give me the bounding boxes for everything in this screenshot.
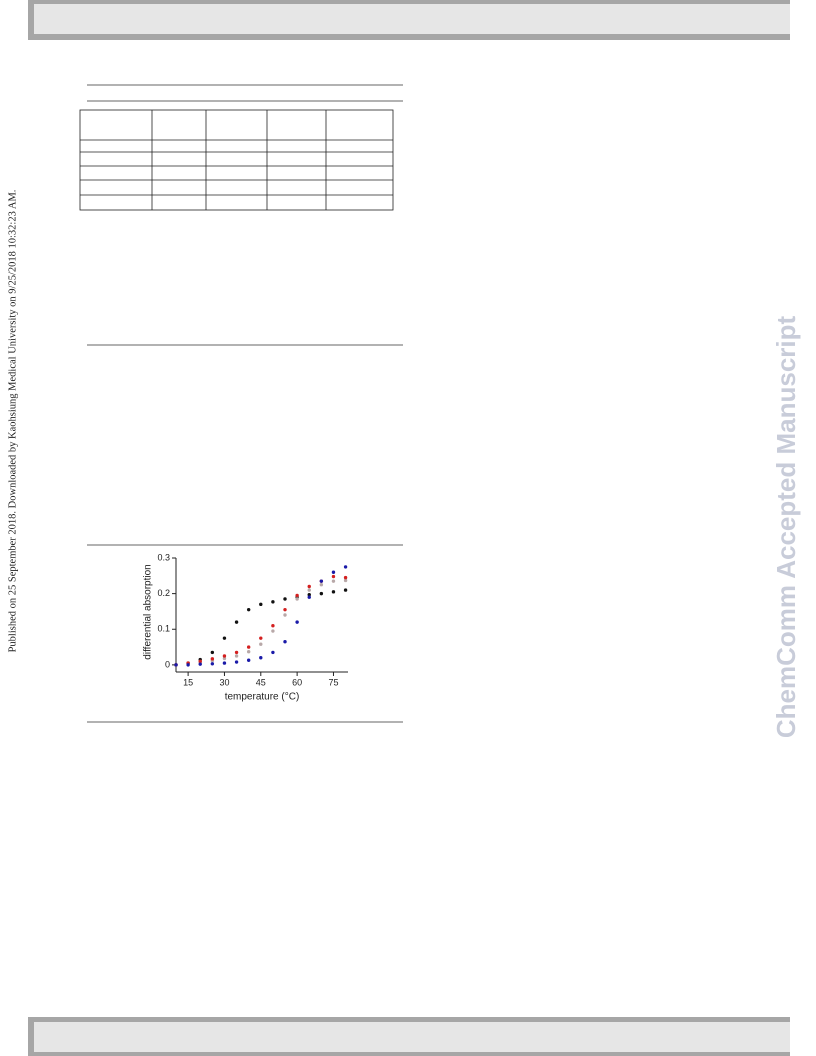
data-point <box>307 595 311 599</box>
data-point <box>222 656 227 661</box>
y-axis-label: differential absorption <box>143 564 154 659</box>
chart: differential absorption temperature (°C)… <box>143 552 348 703</box>
side-note: Published on 25 September 2018. Download… <box>7 190 18 653</box>
data-point <box>295 597 299 601</box>
data-point <box>246 658 251 662</box>
data-point <box>210 662 215 666</box>
data-point <box>246 645 251 649</box>
data-point <box>343 575 348 580</box>
footer-inner <box>34 1022 790 1052</box>
data-point <box>283 607 287 612</box>
data-point <box>259 602 263 607</box>
data-point <box>198 662 202 666</box>
data-point <box>271 623 275 628</box>
y-tick-label: 0.3 <box>157 552 170 562</box>
y-tick-label: 0.2 <box>157 588 170 598</box>
data-point <box>319 579 324 583</box>
data-point <box>331 570 336 574</box>
data-point <box>234 654 239 658</box>
x-tick-label: 75 <box>328 677 338 687</box>
data-point <box>343 565 348 569</box>
data-point <box>307 588 311 592</box>
data-point <box>234 650 239 655</box>
data-point <box>174 663 178 667</box>
data-point <box>198 659 202 664</box>
data-point <box>246 649 251 654</box>
table <box>79 109 394 211</box>
x-tick-label: 15 <box>183 677 193 687</box>
data-point <box>307 592 311 597</box>
x-tick-label: 60 <box>292 677 302 687</box>
data-point <box>283 597 287 601</box>
data-point <box>331 590 336 594</box>
header-inner <box>34 4 790 34</box>
data-point <box>295 620 299 624</box>
data-point <box>319 583 324 587</box>
data-point <box>307 584 311 589</box>
data-point <box>259 642 263 646</box>
data-point <box>271 650 275 655</box>
data-point <box>343 588 348 592</box>
x-axis-label: temperature (°C) <box>225 692 300 703</box>
data-point <box>283 613 287 617</box>
data-point <box>331 574 336 579</box>
data-point <box>283 640 287 644</box>
data-point <box>343 578 348 583</box>
data-point <box>222 654 227 658</box>
x-tick-label: 30 <box>219 677 229 687</box>
data-point <box>319 591 324 596</box>
table-border <box>79 109 394 211</box>
data-point <box>246 607 251 612</box>
watermark: ChemComm Accepted Manuscript <box>771 315 801 738</box>
data-point <box>222 661 227 665</box>
data-point <box>210 657 215 661</box>
data-point <box>234 660 239 664</box>
y-tick-label: 0.1 <box>157 624 170 634</box>
data-point <box>271 629 275 633</box>
data-point <box>295 593 299 598</box>
data-point <box>234 620 239 624</box>
data-point <box>259 636 263 640</box>
data-point <box>331 579 336 583</box>
x-tick-label: 45 <box>256 677 266 687</box>
data-point <box>271 600 275 604</box>
data-point <box>222 636 227 640</box>
data-point <box>186 663 190 667</box>
data-point <box>259 656 263 660</box>
y-tick-label: 0 <box>165 659 170 669</box>
data-point <box>210 650 215 655</box>
